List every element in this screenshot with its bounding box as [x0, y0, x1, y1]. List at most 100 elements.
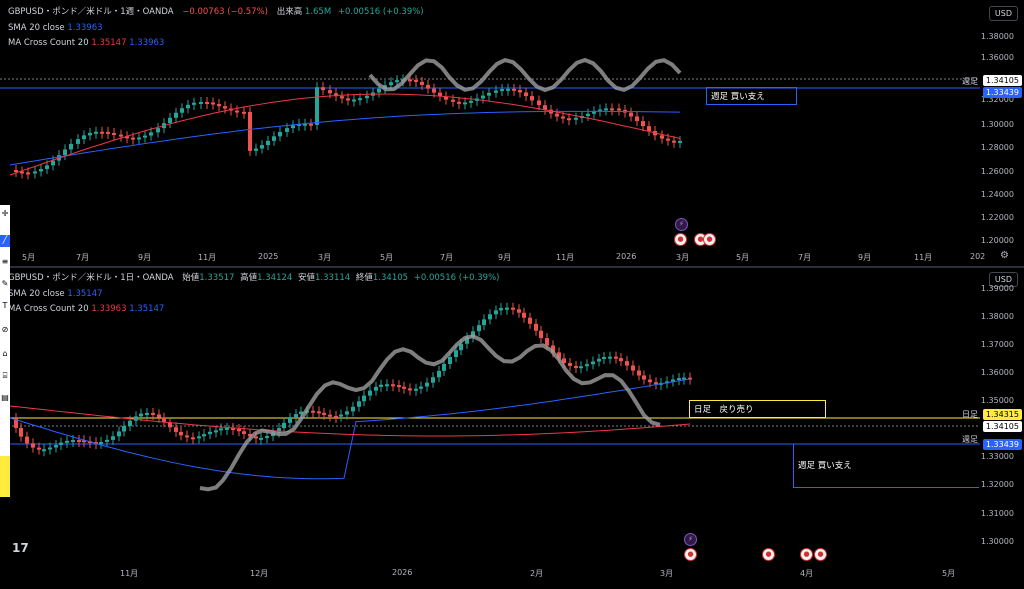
- daily-sma-legend[interactable]: SMA 20 close 1.35147: [8, 288, 103, 301]
- daily-sell-zone[interactable]: 日足 戻り売り: [689, 400, 826, 418]
- x-tick: 7月: [798, 253, 812, 262]
- daily-ma-cross-legend[interactable]: MA Cross Count 20 1.33963 1.35147: [8, 303, 164, 316]
- weekly-currency-button[interactable]: USD: [988, 6, 1018, 21]
- trash-icon[interactable]: ▤: [1, 393, 9, 402]
- candle-body: [297, 123, 301, 126]
- candle-body: [265, 436, 269, 439]
- daily-high-value: 1.34124: [257, 273, 293, 283]
- sma-line: [9, 110, 681, 166]
- candle-body: [191, 437, 195, 440]
- x-tick: 5月: [942, 569, 956, 578]
- daily-price-axis[interactable]: 1.39000 1.38000 1.37000 1.36000 1.35000 …: [980, 268, 1024, 589]
- weekly-ma-cross-legend[interactable]: MA Cross Count 20 1.35147 1.33963: [8, 37, 164, 50]
- us-flag-icon[interactable]: ●: [814, 548, 827, 561]
- candle-body: [334, 415, 338, 418]
- lightning-icon[interactable]: ⚡: [675, 218, 688, 231]
- candle-body: [672, 140, 676, 143]
- measure-icon[interactable]: ⊘: [1, 325, 9, 334]
- x-tick: 2025: [258, 252, 279, 261]
- candle-body: [317, 411, 321, 414]
- x-tick: 7月: [76, 253, 90, 262]
- daily-low-label: 安値: [298, 273, 316, 283]
- candle-body: [211, 102, 215, 105]
- candle-body: [125, 136, 129, 139]
- candle-body: [610, 108, 614, 111]
- candle-body: [522, 312, 526, 318]
- candle-body: [288, 417, 292, 423]
- candle-body: [688, 377, 692, 380]
- candle-body: [426, 84, 430, 89]
- x-tick: 202: [970, 252, 986, 261]
- zigzag-line: [199, 334, 661, 492]
- candle-body: [642, 375, 646, 380]
- candle-body: [63, 149, 67, 156]
- weekly-change2: +0.00516 (+0.39%): [337, 7, 424, 17]
- x-tick: 3月: [318, 253, 332, 262]
- daily-ma-cross-label: MA Cross Count 20: [8, 304, 89, 314]
- x-tick: 2026: [392, 568, 413, 577]
- candle-body: [647, 126, 651, 132]
- candle-body: [20, 171, 24, 174]
- y-tick: 1.33000: [980, 452, 1014, 461]
- weekly-support-zone[interactable]: 週足 買い支え: [706, 87, 797, 105]
- candle-body: [682, 377, 686, 380]
- brush-icon[interactable]: ✎: [1, 279, 9, 288]
- candle-body: [631, 365, 635, 371]
- candle-body: [431, 377, 435, 383]
- weekly-symbol[interactable]: GBPUSD・ポンド／米ドル・1週・OANDA: [8, 7, 174, 17]
- daily-day-badge: 1.34315: [982, 409, 1022, 420]
- crosshair-icon[interactable]: ✛: [1, 209, 9, 218]
- y-tick: 1.38000: [980, 312, 1014, 321]
- daily-sma-label: SMA 20 close: [8, 289, 65, 299]
- candle-body: [223, 106, 227, 109]
- daily-ma-cross-v2: 1.35147: [129, 304, 165, 314]
- magnet-icon[interactable]: ⌂: [2, 349, 8, 358]
- candle-body: [579, 366, 583, 369]
- daily-candles: [0, 302, 980, 492]
- us-flag-icon[interactable]: ●: [674, 233, 687, 246]
- ma-line: [9, 93, 681, 176]
- lock-icon[interactable]: ⌸: [2, 371, 8, 380]
- fib-icon[interactable]: ≡: [1, 257, 9, 266]
- daily-currency-button[interactable]: USD: [988, 272, 1018, 287]
- candle-body: [339, 414, 343, 417]
- candle-body: [254, 148, 258, 151]
- candle-body: [402, 386, 406, 389]
- candle-body: [199, 101, 203, 104]
- candle-body: [385, 384, 389, 387]
- candle-body: [465, 337, 469, 344]
- weekly-chart-pane[interactable]: GBPUSD・ポンド／米ドル・1週・OANDA −0.00763 (−0.57%…: [0, 0, 1024, 268]
- daily-symbol[interactable]: GBPUSD・ポンド／米ドル・1日・OANDA: [8, 273, 174, 283]
- us-flag-icon[interactable]: ●: [684, 548, 697, 561]
- candle-body: [162, 417, 166, 423]
- candle-body: [322, 412, 326, 415]
- daily-support-zone[interactable]: 週足 買い支え: [793, 444, 979, 488]
- candle-body: [137, 137, 141, 140]
- candle-body: [151, 412, 155, 415]
- candle-body: [481, 95, 485, 99]
- daily-chart-pane[interactable]: GBPUSD・ポンド／米ドル・1日・OANDA 始値1.33517 高値1.34…: [0, 268, 1024, 589]
- candle-body: [625, 361, 629, 366]
- weekly-sma-legend[interactable]: SMA 20 close 1.33963: [8, 22, 103, 35]
- x-tick: 2026: [616, 252, 637, 261]
- lightning-icon[interactable]: ⚡: [684, 533, 697, 546]
- uk-flag-icon[interactable]: ●: [762, 548, 775, 561]
- candle-body: [208, 431, 212, 435]
- x-tick: 9月: [498, 253, 512, 262]
- y-tick: 1.31000: [980, 509, 1014, 518]
- candle-body: [168, 117, 172, 124]
- text-icon[interactable]: T: [2, 301, 8, 310]
- drawing-toolbar[interactable]: ✛ ╱ ≡ ✎ T ⊘ ⌂ ⌸ ▤: [0, 205, 10, 497]
- candle-body: [358, 98, 362, 101]
- us-flag-icon[interactable]: ●: [800, 548, 813, 561]
- trend-line-icon[interactable]: ╱: [0, 235, 10, 247]
- settings-gear-icon[interactable]: ⚙: [1000, 250, 1009, 261]
- y-tick: 1.20000: [980, 236, 1014, 245]
- daily-low-value: 1.33114: [315, 273, 351, 283]
- y-tick: 1.26000: [980, 167, 1014, 176]
- weekly-price-axis[interactable]: 1.38000 1.36000 1.32000 1.30000 1.28000 …: [980, 0, 1024, 266]
- us-flag-icon[interactable]: ●: [703, 233, 716, 246]
- candle-body: [379, 384, 383, 387]
- tradingview-logo-icon[interactable]: 17: [12, 541, 29, 555]
- candle-body: [328, 90, 332, 94]
